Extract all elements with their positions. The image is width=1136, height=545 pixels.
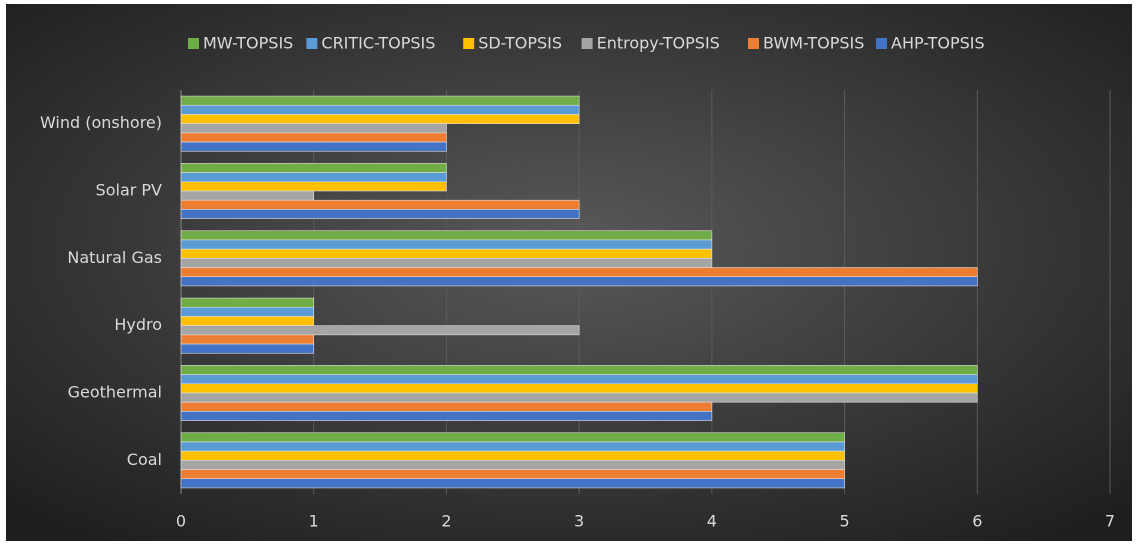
x-tick-label: 6 (972, 512, 982, 531)
bar (180, 114, 580, 124)
y-tick-label: Wind (onshore) (40, 113, 162, 132)
legend-swatch (306, 38, 318, 49)
bar (180, 469, 845, 480)
y-tick-label: Solar PV (96, 181, 163, 200)
bar (180, 276, 978, 287)
bar (180, 258, 713, 268)
legend-label: MW-TOPSIS (203, 34, 293, 53)
legend-swatch (876, 38, 887, 49)
bar (180, 199, 580, 210)
bar (180, 411, 713, 421)
bar (180, 383, 978, 394)
bar (180, 478, 845, 489)
y-tick-label: Natural Gas (67, 248, 162, 267)
legend-label: Entropy-TOPSIS (597, 34, 720, 53)
bar (180, 306, 315, 317)
bar (180, 163, 447, 173)
x-tick-label: 2 (441, 512, 451, 531)
bar (180, 401, 713, 412)
bar (180, 343, 315, 354)
y-tick-label: Geothermal (68, 383, 162, 402)
bar (180, 181, 447, 192)
bar (180, 374, 978, 385)
bar (180, 248, 713, 259)
legend-label: AHP-TOPSIS (891, 34, 985, 53)
legend-label: SD-TOPSIS (478, 34, 562, 53)
bar (180, 132, 447, 143)
y-tick-label: Hydro (114, 315, 162, 334)
legend-swatch (188, 38, 199, 49)
bar (180, 239, 713, 250)
x-tick-label: 7 (1105, 512, 1115, 531)
bar (180, 365, 978, 375)
x-tick-label: 4 (707, 512, 717, 531)
bar (180, 190, 315, 201)
bar (180, 123, 447, 134)
bar (180, 95, 580, 106)
legend-label: BWM-TOPSIS (763, 34, 864, 53)
bar (180, 267, 978, 278)
legend-label: CRITIC-TOPSIS (321, 34, 435, 53)
x-tick-label: 0 (176, 512, 186, 531)
bar (180, 325, 580, 336)
legend-swatch (581, 38, 593, 49)
bar (180, 297, 315, 308)
x-tick-label: 5 (839, 512, 849, 531)
bar (180, 450, 845, 461)
y-tick-label: Coal (127, 450, 162, 469)
x-tick-label: 1 (309, 512, 319, 531)
bar (180, 209, 580, 219)
bar (180, 460, 845, 470)
legend-swatch (748, 38, 759, 49)
x-tick-label: 3 (574, 512, 584, 531)
bar (180, 141, 447, 152)
bar (180, 392, 978, 403)
bar (180, 104, 580, 115)
bar (180, 441, 845, 452)
bar (180, 172, 447, 183)
bar (180, 230, 713, 241)
legend-swatch (463, 38, 475, 49)
bar (180, 334, 315, 345)
bar (180, 316, 315, 326)
bar (180, 432, 845, 443)
